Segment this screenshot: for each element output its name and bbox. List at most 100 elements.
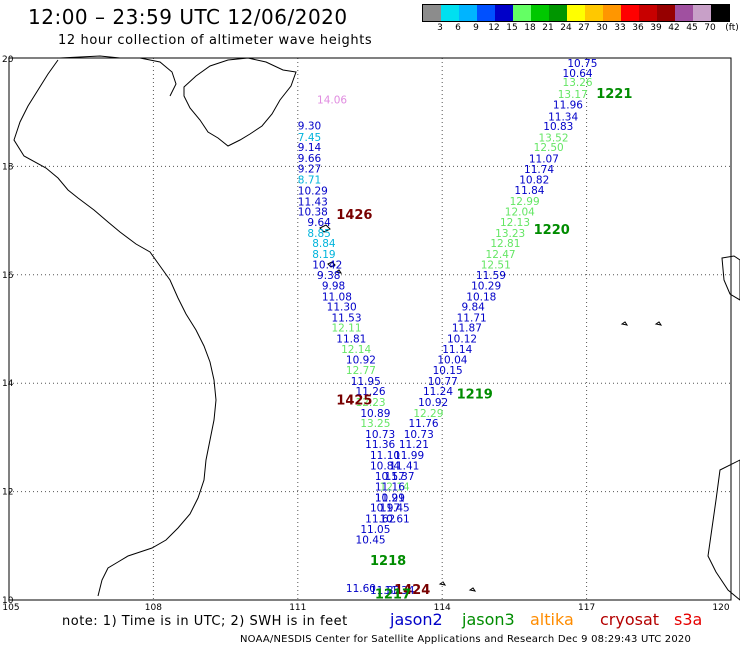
wave-height-value: 11.36 xyxy=(365,439,395,451)
wave-height-value: 13.52 xyxy=(538,132,568,144)
track-time-label: 1220 xyxy=(534,223,570,238)
wave-height-value: 11.21 xyxy=(375,492,405,504)
wave-height-value: 11.24 xyxy=(423,386,453,398)
credit-footer: NOAA/NESDIS Center for Satellite Applica… xyxy=(240,634,692,645)
wave-height-value: 10.77 xyxy=(428,376,458,388)
wave-height-value: 11.08 xyxy=(322,291,352,303)
legend-bin-label: 30 xyxy=(596,23,608,33)
wave-height-value: 10.97 xyxy=(370,503,400,515)
wave-height-value: 9.30 xyxy=(298,121,321,133)
chart-subtitle: 12 hour collection of altimeter wave hei… xyxy=(58,33,373,48)
wave-height-value: 9.98 xyxy=(322,280,345,292)
wave-height-value: 10.61 xyxy=(380,513,410,525)
wave-height-value: 11.34 xyxy=(384,585,414,597)
legend-swatch xyxy=(657,5,675,21)
wave-height-value: 12.47 xyxy=(486,249,516,261)
wave-height-value: 11.71 xyxy=(457,312,487,324)
wave-height-value: 11.21 xyxy=(399,439,429,451)
wave-height-value: 10.92 xyxy=(418,397,448,409)
wave-height-value: 11.60 xyxy=(346,583,376,595)
wave-height-value: 13.17 xyxy=(558,89,588,101)
observation-labels: 10.7510.6413.2613.1711.9611.3410.8313.52… xyxy=(298,58,598,597)
wave-height-value: 14.06 xyxy=(317,95,347,107)
wave-height-value: 11.14 xyxy=(442,344,472,356)
wave-height-value: 12.99 xyxy=(510,196,540,208)
legend-bin-label: 12 xyxy=(488,23,500,33)
legend-bin-label: 24 xyxy=(560,23,572,33)
legend-bin-label: 15 xyxy=(506,23,518,33)
track-time-label: 1221 xyxy=(596,87,632,102)
legend-swatch xyxy=(531,5,549,21)
satellite-s3a-label: s3a xyxy=(674,610,703,629)
wave-height-value: 11.62 xyxy=(365,513,395,525)
wave-height-value: 12.14 xyxy=(341,344,371,356)
wave-height-value: 10.83 xyxy=(543,121,573,133)
legend-unit: (ft) xyxy=(725,23,739,33)
legend-swatch xyxy=(639,5,657,21)
wave-height-value: 11.99 xyxy=(394,450,424,462)
legend-bin-label: 39 xyxy=(650,23,662,33)
color-scale-legend xyxy=(422,4,730,22)
legend-bin-label: 27 xyxy=(578,23,590,33)
legend-swatch xyxy=(621,5,639,21)
legend-bin-label: 36 xyxy=(632,23,644,33)
wave-height-value: 11.96 xyxy=(553,99,583,111)
wave-height-value: 11.26 xyxy=(356,386,386,398)
chart-title: 12:00 – 23:59 UTC 12/06/2020 xyxy=(28,5,348,29)
wave-height-value: 13.23 xyxy=(495,228,525,240)
lat-lon-grid xyxy=(9,58,731,600)
legend-swatch xyxy=(477,5,495,21)
wave-height-value: 12.29 xyxy=(413,408,443,420)
lat-tick-label: 12 xyxy=(2,488,13,498)
lon-tick-label: 117 xyxy=(578,603,595,613)
wave-height-value: 10.89 xyxy=(360,408,390,420)
wave-height-value: 9.27 xyxy=(298,163,321,175)
lon-tick-label: 105 xyxy=(2,603,19,613)
wave-height-value: 12.13 xyxy=(500,217,530,229)
wave-height-value: 9.66 xyxy=(298,153,322,165)
wave-height-value: 10.15 xyxy=(433,365,463,377)
wave-height-value: 11.59 xyxy=(476,270,506,282)
color-scale-labels: 3 6 9 12 15 18 21 24 27 30 33 36 39 42 45 70 (ft) xyxy=(422,23,740,35)
wave-height-value: 13.26 xyxy=(563,77,593,89)
legend-swatch xyxy=(495,5,513,21)
wave-height-value: 10.29 xyxy=(298,186,328,198)
footnote: note: 1) Time is in UTC; 2) SWH is in fe… xyxy=(62,614,348,629)
wave-height-value: 10.73 xyxy=(365,429,395,441)
wave-height-value: 10.75 xyxy=(567,58,597,70)
wave-height-value: 10.42 xyxy=(312,259,342,271)
wave-height-value: 11.76 xyxy=(409,418,439,430)
wave-height-value: 10.92 xyxy=(346,355,376,367)
wave-height-value: 12.50 xyxy=(534,142,564,154)
wave-height-value: 11.43 xyxy=(298,196,328,208)
lat-tick-label: 18 xyxy=(2,162,14,172)
satellite-jason3-label: jason3 xyxy=(462,610,515,629)
wave-height-value: 8.85 xyxy=(307,228,330,240)
wave-height-value: 11.05 xyxy=(360,524,390,536)
legend-swatch xyxy=(603,5,621,21)
wave-height-value: 12.81 xyxy=(490,238,520,250)
wave-height-value: 12.23 xyxy=(356,397,386,409)
wave-height-value: 11.95 xyxy=(351,376,381,388)
legend-swatch xyxy=(567,5,585,21)
legend-swatch xyxy=(549,5,567,21)
wave-height-value: 9.38 xyxy=(317,270,340,282)
wave-height-value: 12.11 xyxy=(331,323,361,335)
track-time-label: 1217 xyxy=(375,587,411,602)
legend-bin-label: 21 xyxy=(542,23,554,33)
wave-height-value: 11.84 xyxy=(514,185,544,197)
wave-height-value: 10.38 xyxy=(298,207,328,219)
wave-height-value: 12.51 xyxy=(481,259,511,271)
wave-height-value: 10.45 xyxy=(356,535,386,547)
legend-swatch xyxy=(513,5,531,21)
legend-bin-label: 6 xyxy=(455,23,461,33)
lon-tick-label: 111 xyxy=(289,603,306,613)
legend-swatch xyxy=(693,5,711,21)
wave-height-value: 11.53 xyxy=(331,312,361,324)
track-time-label: 1218 xyxy=(370,554,406,569)
wave-height-value: 10.04 xyxy=(437,355,467,367)
wave-height-value: 10.73 xyxy=(404,429,434,441)
track-time-label: 1426 xyxy=(336,208,372,223)
legend-swatch xyxy=(441,5,459,21)
